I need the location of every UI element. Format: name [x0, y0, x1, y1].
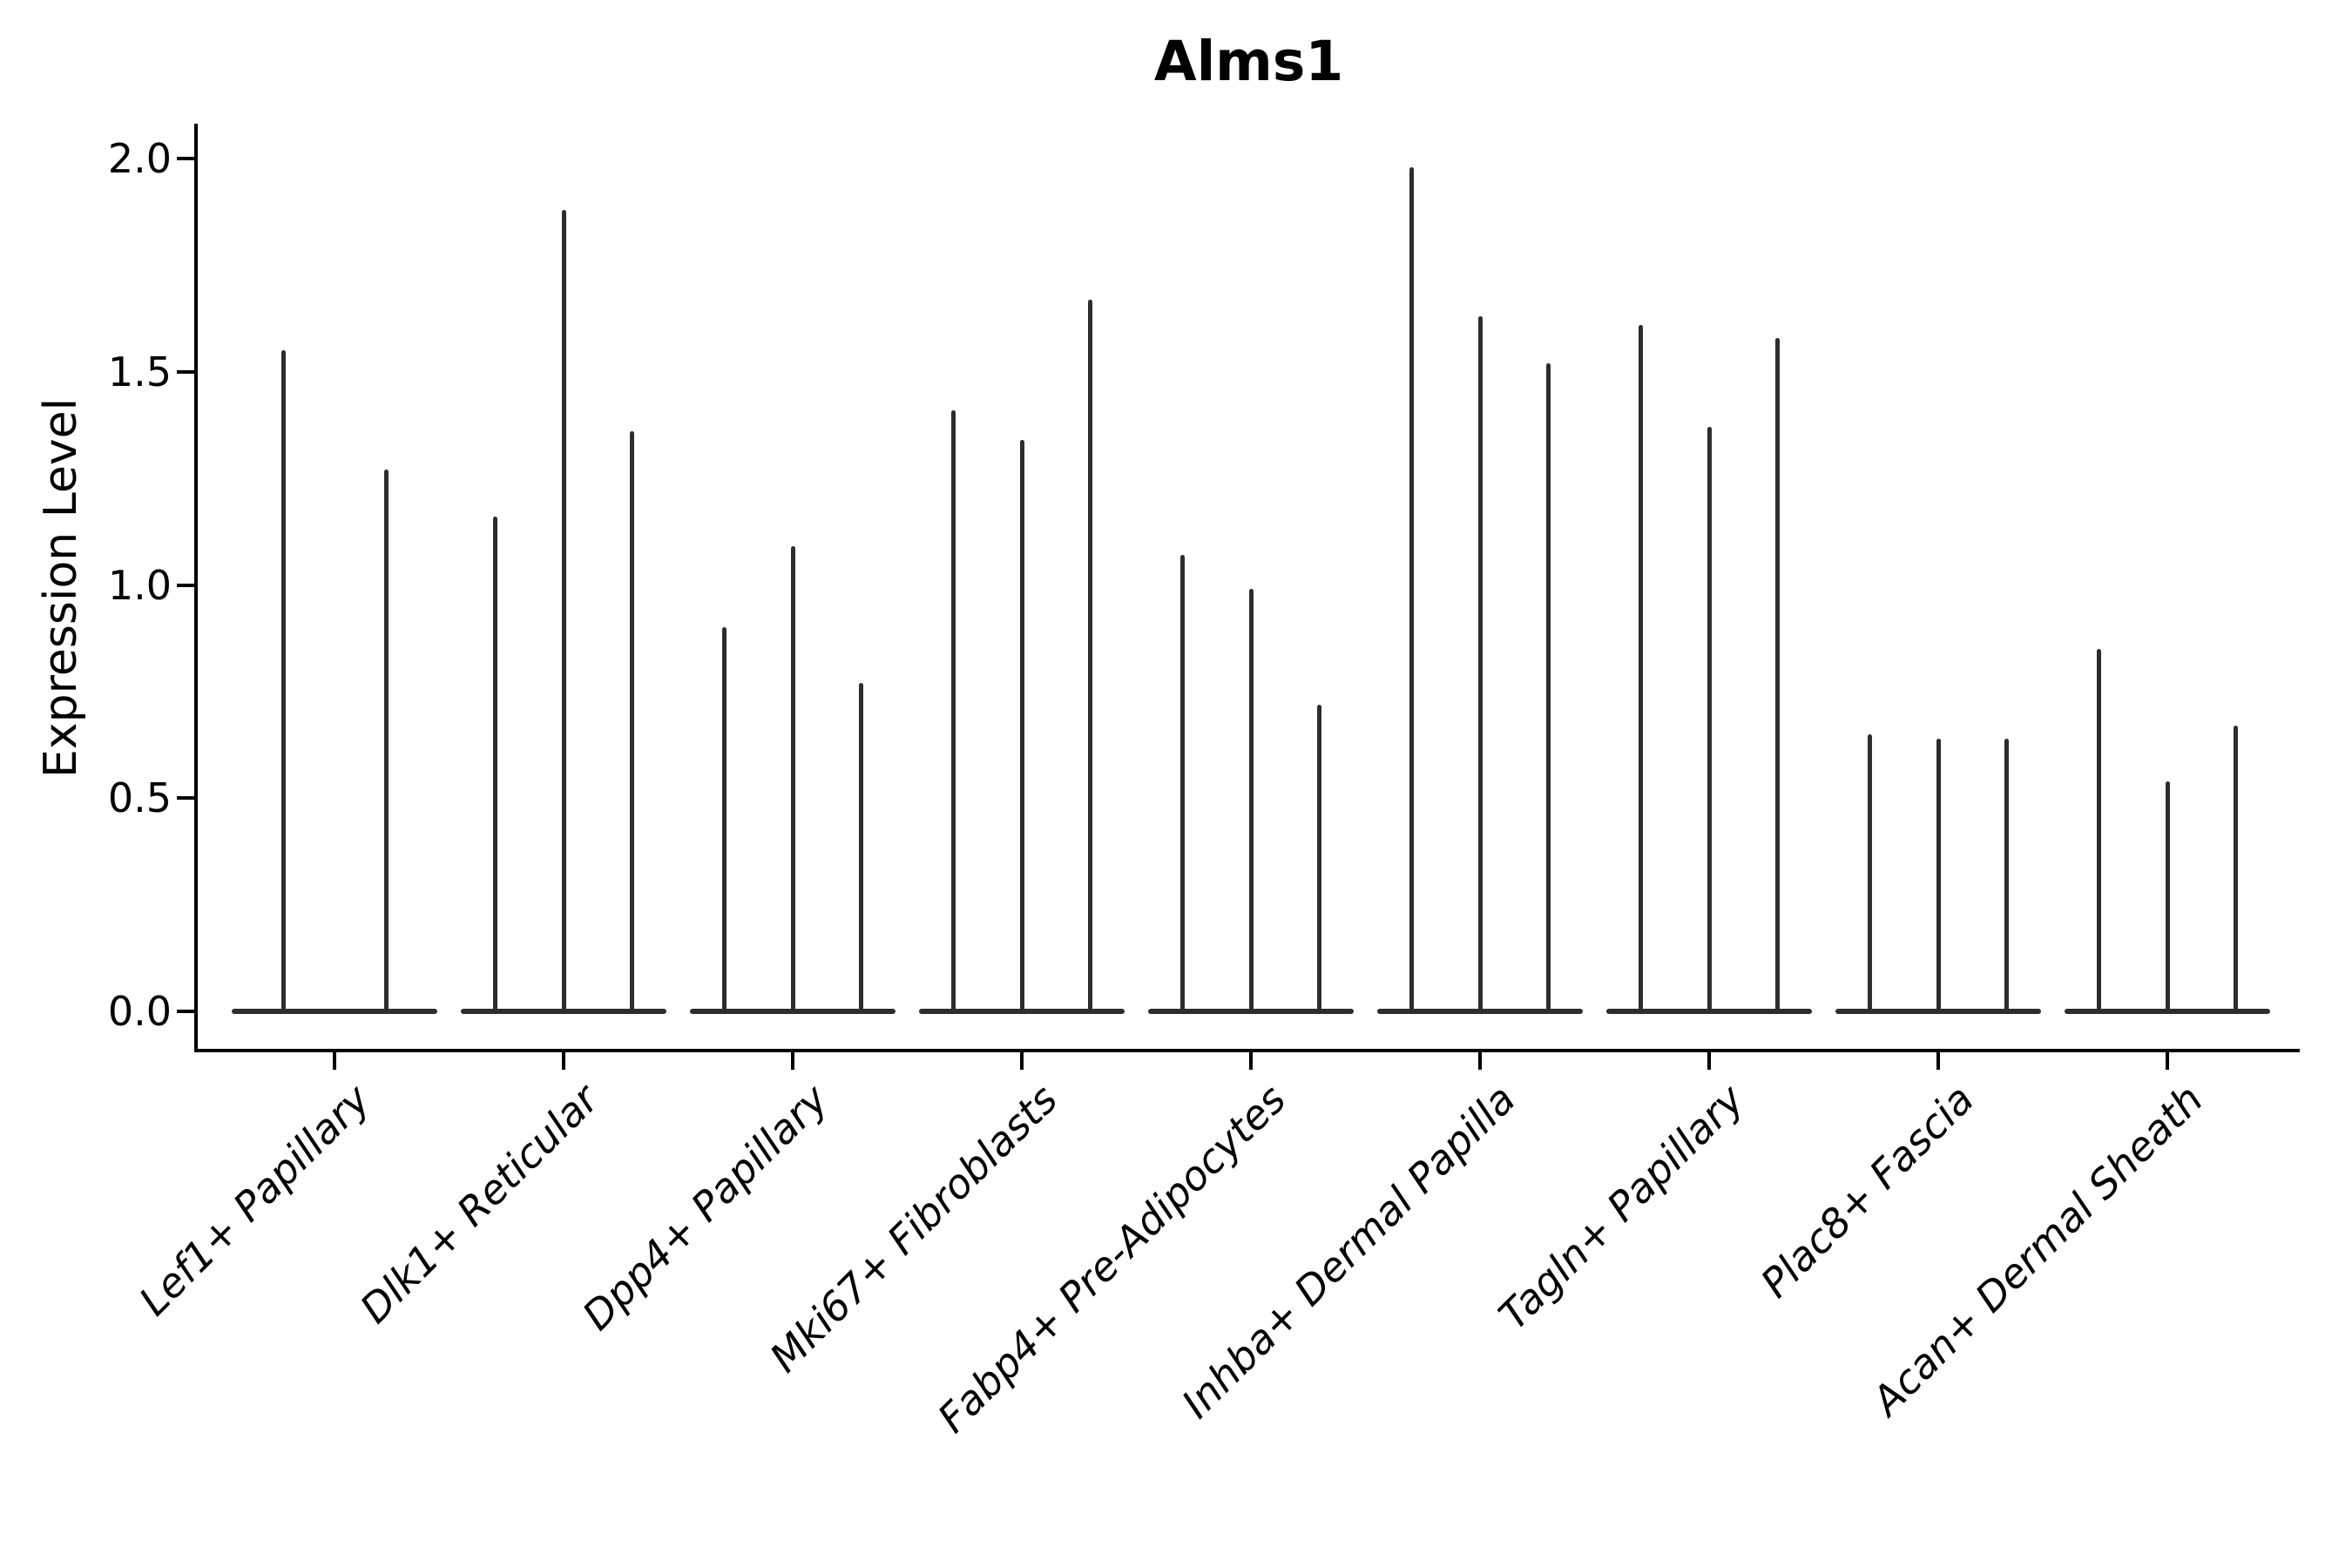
violin-spike [2165, 781, 2170, 1014]
x-category-label: Tagln+ Papillary [1490, 1075, 1754, 1339]
violin-spike [1179, 555, 1185, 1014]
y-axis-spine [194, 124, 198, 1052]
y-tick-label: 1.5 [107, 348, 172, 395]
y-tick-label: 1.0 [107, 561, 172, 609]
violin-baseline [232, 1009, 437, 1014]
chart-title: Alms1 [1153, 30, 1344, 93]
violin-spike [383, 470, 389, 1014]
violin-spike [1317, 704, 1322, 1014]
x-tick-mark [333, 1052, 336, 1070]
y-tick-label: 0.0 [107, 988, 172, 1035]
violin-spike [1477, 316, 1483, 1014]
violin-spike [1775, 337, 1781, 1014]
violin-spike [1088, 299, 1093, 1014]
violin-spike [790, 546, 795, 1014]
violin-spike [1248, 589, 1254, 1014]
violin-spike [492, 517, 497, 1014]
x-category-label: Dpp4+ Papillary [573, 1075, 837, 1340]
x-category-label: Plac8+ Fascia [1751, 1075, 1983, 1307]
violin-spike [2096, 648, 2101, 1014]
x-category-label: Dlk1+ Reticular [351, 1075, 608, 1333]
y-tick-mark [177, 157, 194, 160]
violin-spike [1019, 440, 1024, 1014]
y-tick-mark [177, 796, 194, 801]
violin-spike [630, 431, 635, 1014]
x-tick-mark [1249, 1052, 1253, 1070]
violin-spike [1409, 166, 1414, 1014]
violin-spike [1546, 362, 1551, 1014]
y-tick-mark [177, 583, 194, 587]
violin-spike [1638, 324, 1643, 1014]
x-tick-mark [1020, 1052, 1024, 1070]
x-tick-mark [1936, 1052, 1940, 1070]
violin-spike [2234, 726, 2239, 1014]
y-tick-mark [177, 369, 194, 374]
y-tick-label: 0.5 [107, 774, 172, 822]
violin-spike [561, 209, 566, 1014]
x-category-label: Lef1+ Papillary [129, 1075, 379, 1325]
x-tick-mark [562, 1052, 565, 1070]
x-axis-spine [194, 1049, 2300, 1052]
violin-spike [1707, 427, 1712, 1014]
violin-spike [280, 350, 286, 1014]
y-tick-label: 2.0 [107, 135, 172, 182]
violin-spike [859, 683, 864, 1014]
x-tick-mark [1707, 1052, 1711, 1070]
violin-spike [1867, 733, 1872, 1014]
violin-spike [1936, 738, 1941, 1014]
y-tick-mark [177, 1010, 194, 1013]
x-tick-mark [2166, 1052, 2169, 1070]
violin-spike [721, 627, 727, 1014]
violin-spike [950, 409, 956, 1014]
x-tick-mark [1478, 1052, 1482, 1070]
violin-spike [2004, 738, 2010, 1014]
x-tick-mark [791, 1052, 794, 1070]
